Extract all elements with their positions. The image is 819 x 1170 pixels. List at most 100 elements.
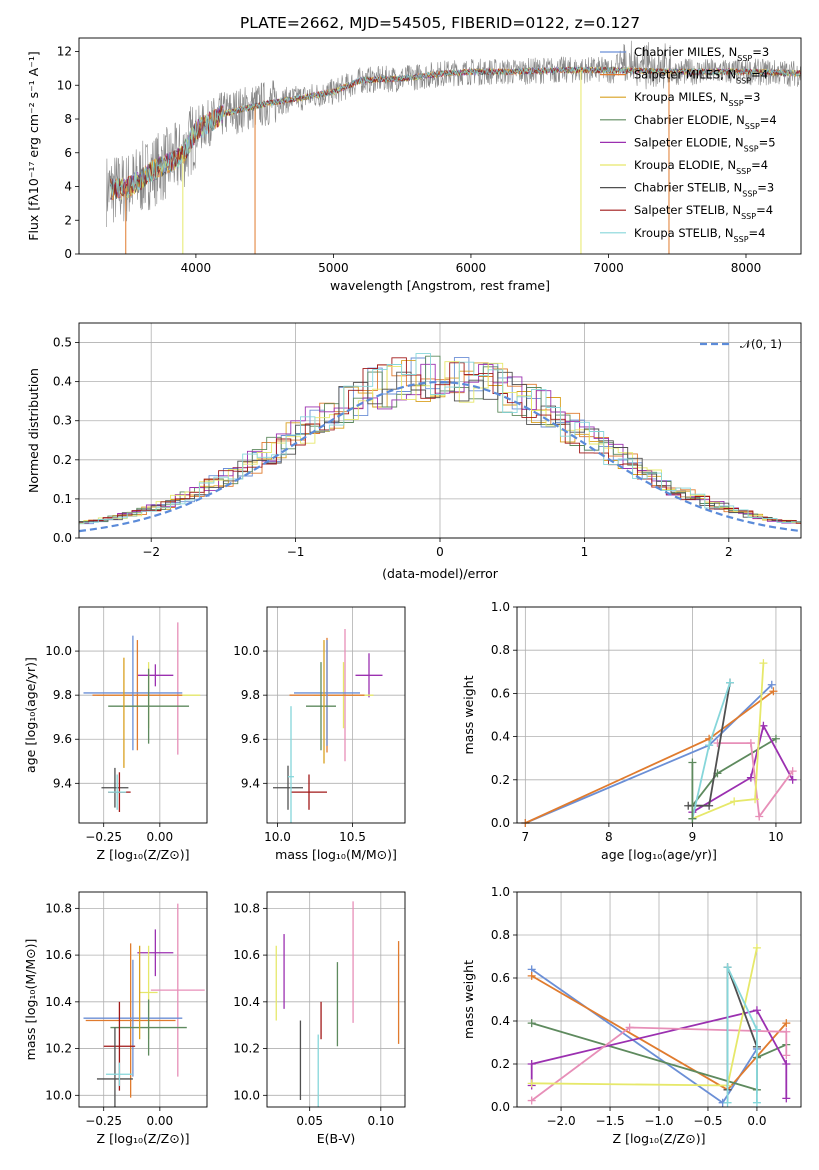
weight-marker <box>752 1025 761 1034</box>
observed-spectrum <box>106 40 801 228</box>
weight-line <box>525 684 773 824</box>
weight_vs_Z-ytick-label: 0.0 <box>491 1100 510 1114</box>
spectrum-ylabel: Flux [fλ10⁻¹⁷ erg cm⁻² s⁻¹ A⁻¹] <box>26 51 41 240</box>
age_vs_Z-frame <box>78 606 208 824</box>
weight-marker <box>755 812 764 821</box>
legend-eq: =4 <box>751 68 768 82</box>
weight_vs_age-ytick-label: 0.4 <box>491 730 510 744</box>
weight_vs_Z-xlabel: Z [log₁₀(Z/Z⊙)] <box>613 1131 706 1146</box>
mass_vs_ebv-ytick-label: 10.8 <box>233 901 260 915</box>
legend-subscript: SSP <box>742 189 757 198</box>
spectrum-ytick-label: 12 <box>57 45 72 59</box>
weight-line <box>531 947 758 1087</box>
weight-marker <box>527 1096 536 1105</box>
residuals-ytick-label: 0.5 <box>53 336 72 350</box>
legend-subscript: SSP <box>741 212 756 221</box>
weight-marker <box>688 758 697 767</box>
residuals-ylabel: Normed distribution <box>26 368 41 493</box>
age_vs_Z-ylabel: age [log₁₀(age/yr)] <box>23 657 38 773</box>
weight_vs_age-xtick-label: 8 <box>605 830 613 844</box>
weight-line <box>525 690 774 824</box>
weight-marker <box>746 773 755 782</box>
legend-label: Chabrier MILES, NSSP=3 <box>634 45 769 63</box>
weight_vs_age-ytick-label: 0.8 <box>491 643 510 657</box>
weight-marker <box>752 1098 761 1107</box>
spectrum-xlabel: wavelength [Angstrom, rest frame] <box>330 278 550 293</box>
weight_vs_Z-ytick-label: 0.6 <box>491 971 510 985</box>
weight_vs_Z-ytick-label: 1.0 <box>491 885 510 899</box>
age_vs_mass-xtick-label: 10.0 <box>264 830 291 844</box>
weight-marker <box>782 1060 791 1068</box>
mass_vs_Z-ytick-label: 10.8 <box>45 901 72 915</box>
weight-line <box>691 738 777 807</box>
mass_vs_Z-ytick-label: 10.6 <box>45 948 72 962</box>
weight-marker <box>782 1094 791 1103</box>
weight_vs_age-ylabel: mass weight <box>461 675 476 754</box>
mass_vs_Z-points <box>83 903 205 1107</box>
weight_vs_Z-ytick-label: 0.8 <box>491 928 510 942</box>
weight-line <box>531 1026 788 1102</box>
legend-eq: =4 <box>749 226 766 240</box>
age_vs_Z-xtick-label: 0.00 <box>146 830 173 844</box>
weight-marker <box>752 943 761 952</box>
weight_vs_Z-xtick-label: 0.0 <box>747 1114 766 1128</box>
weight_vs_age-ytick-label: 0.0 <box>491 816 510 830</box>
age_vs_mass-xtick-label: 10.5 <box>339 830 366 844</box>
weight_vs_age-series <box>521 659 797 827</box>
weight-marker <box>684 801 693 810</box>
legend-eq: =3 <box>757 181 774 195</box>
age_vs_mass-axes: 10.0 10.5 9.4 9.6 9.8 10.0 mass [log₁₀(M/M⊙)] <box>233 607 405 862</box>
weight_vs_age-xtick-label: 7 <box>522 830 530 844</box>
model-spectrum <box>110 65 801 200</box>
legend-subscript: SSP <box>734 234 749 243</box>
weight-marker <box>751 795 760 804</box>
residuals-ytick-label: 0.4 <box>53 375 72 389</box>
legend-label: 𝒩(0, 1) <box>740 337 782 351</box>
weight_vs_Z-ytick-label: 0.4 <box>491 1014 510 1028</box>
age_vs_Z-ytick-label: 9.4 <box>53 776 72 790</box>
residuals-ytick-label: 0.2 <box>53 453 72 467</box>
mass_vs_ebv-axes: 0.05 0.10 10.0 10.2 10.4 10.6 10.8 E(B-V) <box>233 892 405 1146</box>
weight-marker <box>769 687 778 696</box>
residual-histogram <box>79 364 801 524</box>
legend-eq: =4 <box>756 203 773 217</box>
legend-label: Salpeter MILES, NSSP=4 <box>634 68 768 86</box>
legend-subscript: SSP <box>736 167 751 176</box>
weight-marker <box>771 734 780 743</box>
age_vs_Z-ytick-label: 9.8 <box>53 688 72 702</box>
weight-marker <box>723 963 732 972</box>
spectrum-frame <box>78 37 802 255</box>
mass_vs_ebv-frame <box>266 891 406 1108</box>
legend-label: Salpeter ELODIE, NSSP=5 <box>634 135 776 153</box>
age_vs_Z-ytick-label: 10.0 <box>45 644 72 658</box>
legend-eq: =4 <box>760 113 777 127</box>
weight-marker <box>527 1019 536 1028</box>
normal-curve <box>78 380 802 533</box>
residuals-xlabel: (data-model)/error <box>382 566 499 581</box>
weight-marker <box>723 1098 732 1107</box>
residuals-xtick-label: −2 <box>142 545 160 559</box>
legend-eq: =3 <box>744 90 761 104</box>
spectrum-xtick-label: 5000 <box>318 261 349 275</box>
weight_vs_age-xtick-label: 9 <box>689 830 697 844</box>
mass_vs_Z-axes: −0.25 0.00 10.0 10.2 10.4 10.6 10.8 Z [log₁₀(Z/… <box>23 892 207 1146</box>
weight-marker <box>788 775 797 784</box>
age_vs_mass-ytick-label: 9.4 <box>241 776 260 790</box>
legend-label: Chabrier STELIB, NSSP=3 <box>634 181 774 199</box>
mass_vs_ebv-ytick-label: 10.2 <box>233 1042 260 1056</box>
legend-subscript: SSP <box>736 76 751 85</box>
weight-marker <box>730 797 739 806</box>
age_vs_mass-ytick-label: 9.6 <box>241 732 260 746</box>
age_vs_mass-ytick-label: 9.8 <box>241 688 260 702</box>
age_vs_mass-points <box>273 629 383 823</box>
legend-label: Kroupa MILES, NSSP=3 <box>634 90 760 108</box>
spectrum-plot <box>106 40 801 254</box>
weight-marker <box>688 814 697 823</box>
weight-marker <box>759 721 768 730</box>
weight-line <box>726 966 758 1103</box>
weight_vs_Z-ytick-label: 0.2 <box>491 1057 510 1071</box>
residuals-plot <box>78 323 802 539</box>
age_vs_Z-points <box>83 622 201 812</box>
weight-marker <box>782 1027 791 1036</box>
